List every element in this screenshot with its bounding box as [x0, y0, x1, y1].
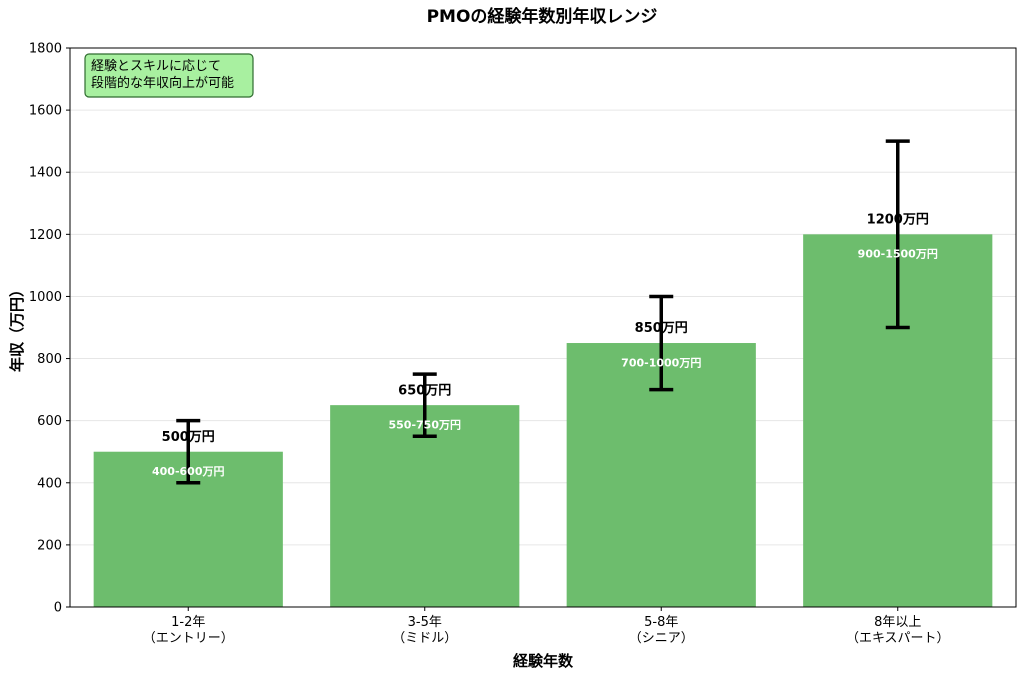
y-axis-ticks: 0 200 400 600 800 1000 1200 1400 1600 1800 — [29, 42, 70, 616]
bar — [330, 405, 520, 607]
y-tick-label: 400 — [37, 476, 62, 491]
y-tick-label: 1800 — [29, 42, 62, 57]
y-tick-label: 1200 — [29, 228, 62, 243]
y-tick-label: 1000 — [29, 290, 62, 305]
value-label: 850万円 — [635, 321, 688, 336]
value-label: 1200万円 — [867, 212, 929, 227]
plot-frame — [69, 47, 1017, 608]
y-tick-label: 0 — [54, 601, 62, 616]
y-axis-label: 年収（万円） — [8, 282, 26, 372]
x-tick-label: （シニア） — [629, 631, 694, 646]
x-axis-label: 経験年数 — [513, 652, 574, 670]
x-tick-label: （エントリー） — [143, 631, 234, 646]
x-tick-label: 5-8年 — [644, 615, 678, 630]
error-bars — [176, 139, 910, 485]
y-tick-label: 1600 — [29, 104, 62, 119]
x-tick-label: （エキスパート） — [846, 631, 950, 646]
range-label: 900-1500万円 — [858, 248, 938, 261]
chart-title: PMOの経験年数別年収レンジ — [427, 6, 658, 27]
y-tick-label: 200 — [37, 538, 62, 553]
value-label: 650万円 — [398, 383, 451, 398]
range-label: 700-1000万円 — [621, 356, 701, 369]
x-tick-label: 3-5年 — [408, 615, 442, 630]
annotation-text: 経験とスキルに応じて — [91, 59, 221, 74]
bar-labels: 500万円 400-600万円 650万円 550-750万円 850万円 700-100… — [152, 212, 938, 478]
x-tick-label: 8年以上 — [874, 615, 921, 630]
x-tick-label: （ミドル） — [392, 631, 457, 646]
x-axis-ticks: 1-2年（エントリー） 3-5年（ミドル） 5-8年（シニア） 8年以上（エキスパート… — [143, 607, 950, 646]
y-tick-label: 1400 — [29, 166, 62, 181]
annotation-text: 段階的な年収向上が可能 — [91, 75, 234, 91]
y-tick-label: 600 — [37, 414, 62, 429]
value-label: 500万円 — [162, 430, 215, 445]
range-label: 550-750万円 — [389, 418, 462, 431]
x-tick-label: 1-2年 — [171, 615, 205, 630]
annotation-background — [84, 53, 254, 98]
range-label: 400-600万円 — [152, 465, 225, 478]
y-tick-label: 800 — [37, 352, 62, 367]
